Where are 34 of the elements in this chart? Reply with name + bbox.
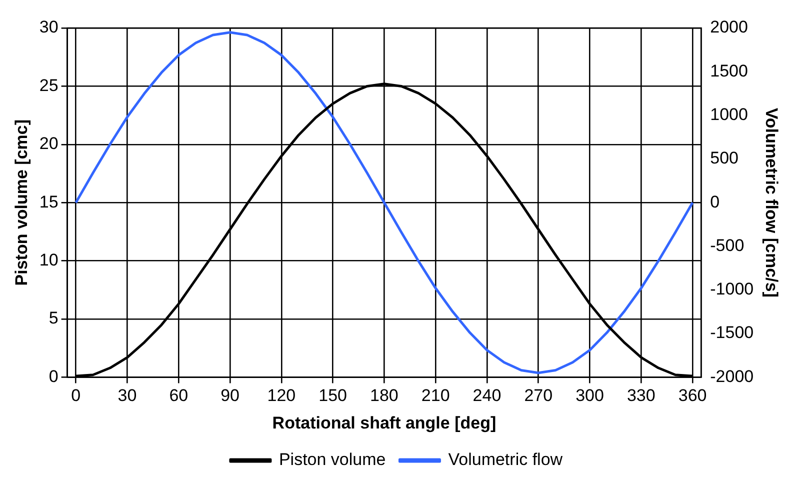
y2-tick-label: -500	[710, 236, 744, 255]
y-tick-label: 20	[39, 134, 58, 154]
x-tick-label: 270	[524, 386, 553, 406]
y2-tick-label: -2000	[710, 366, 754, 386]
y-axis-title: Piston volume [cmc]	[12, 119, 31, 286]
y2-tick-label: -1500	[710, 323, 754, 342]
legend-label: Volumetric flow	[448, 450, 564, 470]
y-tick-label: 5	[48, 308, 58, 328]
x-tick-label: 240	[472, 386, 502, 406]
y2-tick-label: 0	[710, 192, 720, 212]
x-tick-label: 300	[576, 386, 604, 406]
x-tick-label: 330	[626, 386, 656, 406]
legend-label: Piston volume	[278, 450, 386, 470]
y2-tick-label: 2000	[710, 18, 748, 37]
y-tick-label: 15	[39, 192, 58, 212]
y2-tick-label: -1000	[710, 280, 754, 299]
x-tick-label: 0	[71, 386, 81, 406]
y-tick-label: 30	[39, 18, 58, 37]
x-tick-label: 120	[267, 386, 296, 406]
y-tick-label: 0	[48, 366, 58, 386]
x-tick-label: 60	[169, 386, 188, 406]
y2-tick-label: 1500	[710, 61, 748, 80]
y2-tick-label: 1000	[710, 104, 748, 124]
y2-tick-label: 500	[710, 148, 738, 168]
x-axis-title: Rotational shaft angle [deg]	[272, 413, 496, 432]
x-tick-label: 360	[678, 386, 707, 406]
y-tick-label: 10	[39, 250, 58, 270]
y2-axis-title: Volumetric flow [cmc/s]	[762, 108, 782, 298]
y-tick-label: 25	[39, 76, 58, 95]
x-tick-label: 180	[370, 386, 398, 406]
x-tick-label: 150	[318, 386, 348, 406]
x-tick-label: 30	[118, 386, 137, 406]
x-tick-label: 90	[220, 386, 240, 406]
x-tick-label: 210	[421, 386, 450, 406]
